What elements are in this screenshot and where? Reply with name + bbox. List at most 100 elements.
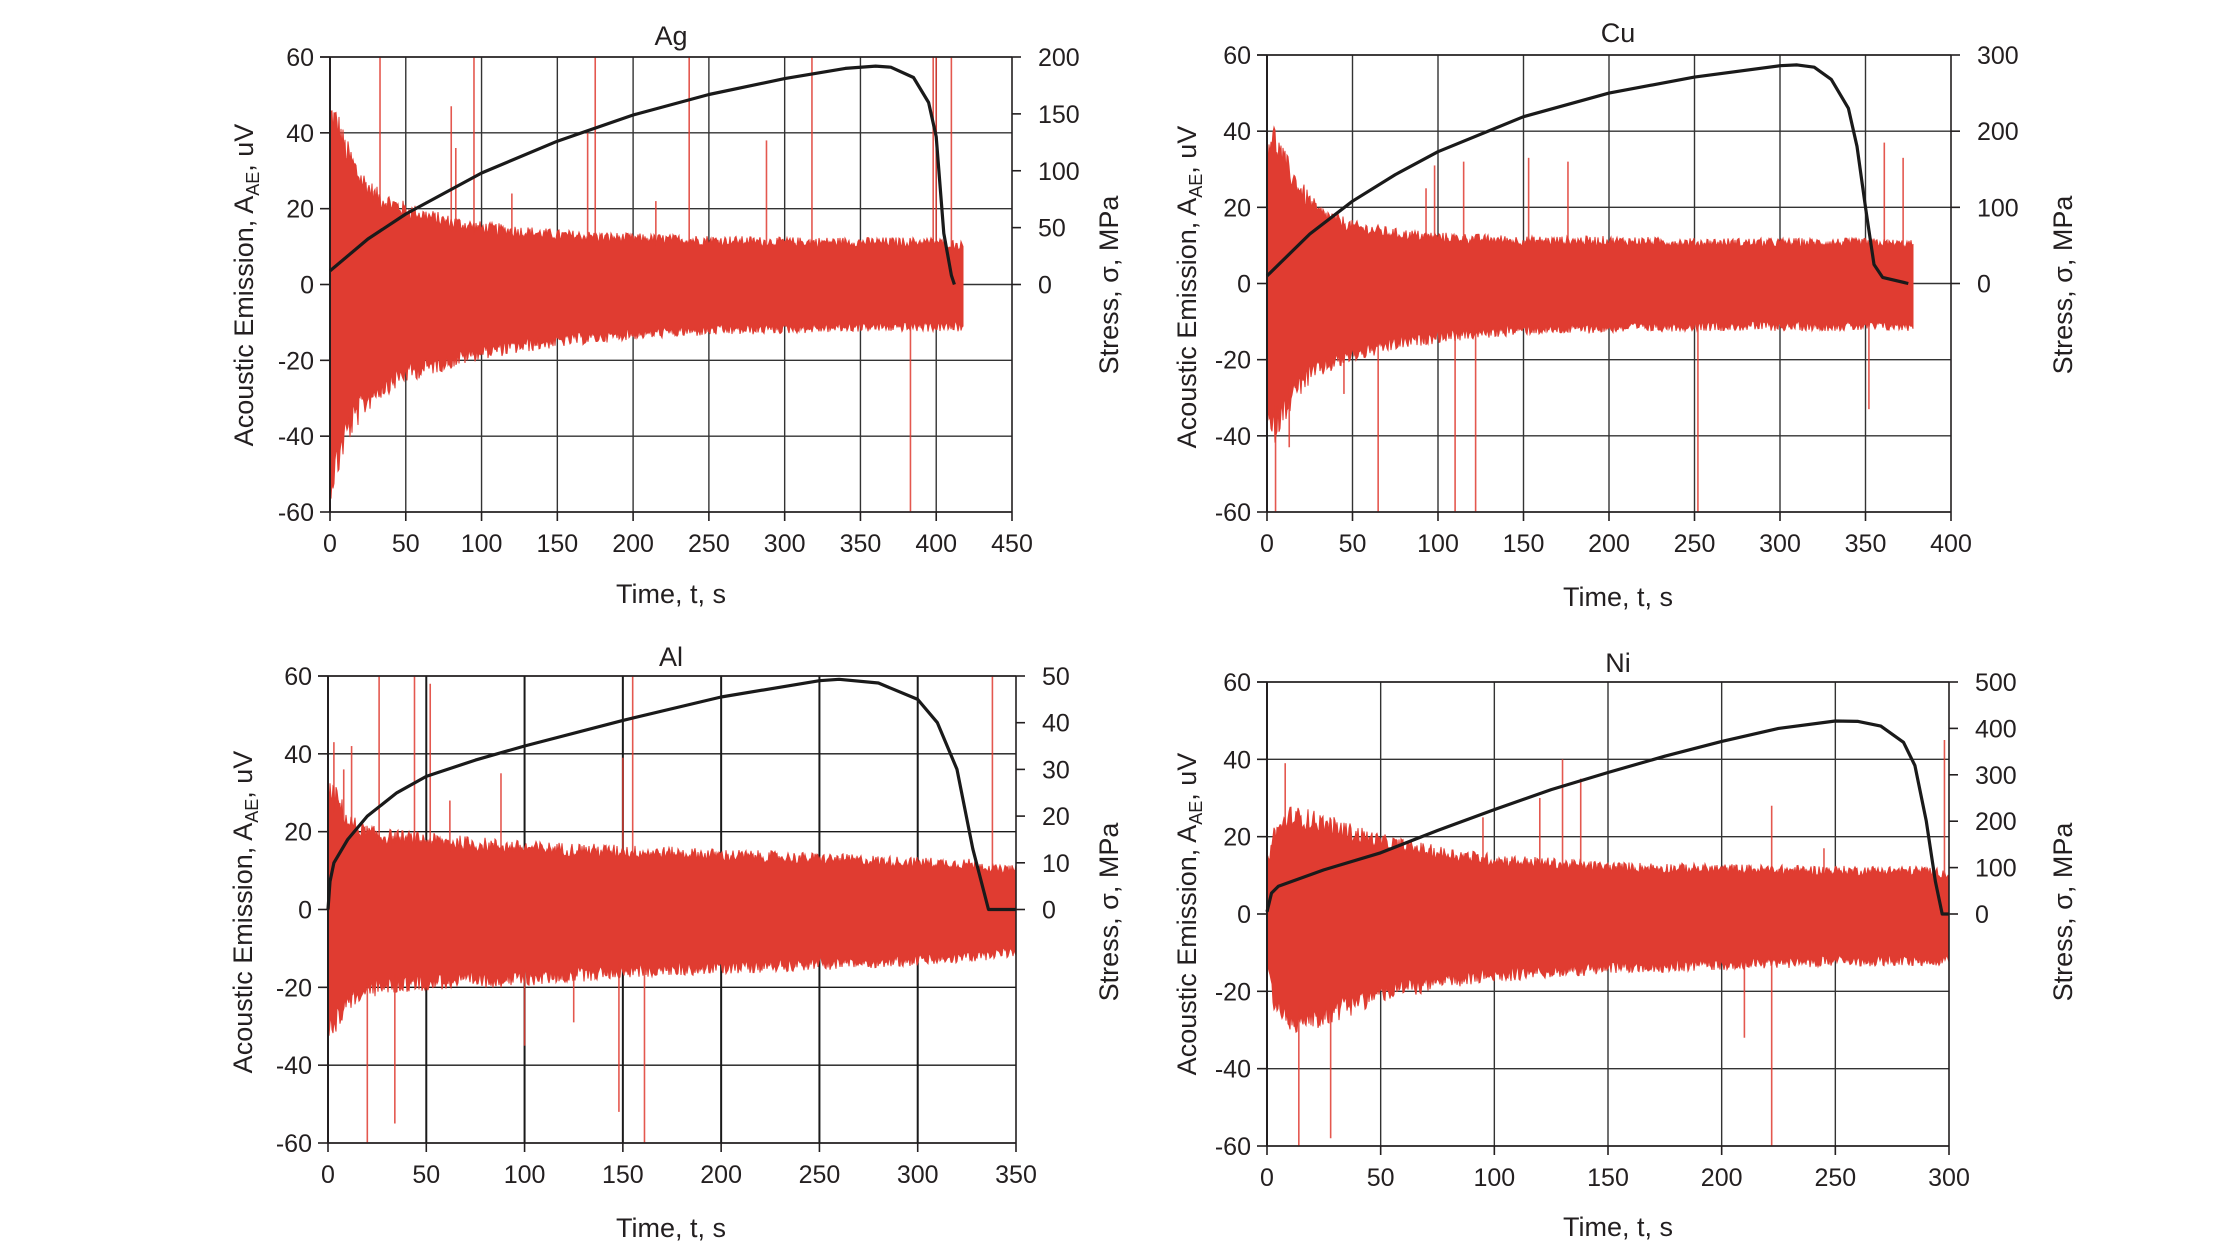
x-tick-label: 350 [995,1161,1037,1189]
y2-tick-label: 50 [1042,663,1070,691]
y-tick-label: 60 [1223,669,1251,697]
x-tick-label: 450 [991,530,1033,558]
y-tick-label: 0 [1237,901,1251,929]
y-tick-label: 60 [1223,42,1251,70]
x-tick-label: 0 [1260,1164,1274,1192]
plot-area: 0 50 100 150 200 250 3006040200-20-40-60500400… [1215,669,2017,1192]
ae-signal-band [1266,125,1914,443]
y-tick-label: -20 [276,974,312,1002]
y2-tick-label: 200 [1975,808,2017,836]
stress-curve [1265,63,1909,286]
panel-title: Ni [1605,648,1631,678]
y-axis-label-subscript: AE [243,172,263,196]
stress-curve [328,64,956,286]
panel-title: Al [659,642,683,672]
x-tick-label: 0 [323,530,337,558]
x-tick-label: 400 [1930,530,1972,558]
y2-tick-label: 50 [1038,215,1066,243]
y2-tick-label: 200 [1038,44,1080,72]
y2-tick-label: 10 [1042,850,1070,878]
x-tick-label: 50 [1339,530,1367,558]
y2-tick-label: 30 [1042,756,1070,784]
x-tick-label: 300 [1759,530,1801,558]
y-axis-label-subscript: AE [1186,174,1206,198]
y-axis-label-unit: , uV [229,124,259,172]
y-tick-label: -60 [1215,1133,1251,1161]
x-tick-label: 0 [321,1161,335,1189]
plot-area: 0 50 100 150 200 250 300 350 400 4506040200-20-40… [278,44,1080,558]
y-tick-label: -60 [1215,499,1251,527]
x-tick-label: 250 [1674,530,1716,558]
y-tick-label: -20 [1215,978,1251,1006]
ae-signal-band [329,108,964,499]
x-tick-label: 300 [764,530,806,558]
y2-tick-label: 300 [1975,762,2017,790]
plot-area: 0 50 100 150 200 250 300 350 4006040200-20-40-60… [1215,42,2019,558]
x-tick-label: 50 [1367,1164,1395,1192]
x-tick-label: 0 [1260,530,1274,558]
y2-tick-label: 100 [1038,158,1080,186]
x-tick-label: 150 [1587,1164,1629,1192]
y-tick-label: -60 [276,1130,312,1158]
y-axis-label: Acoustic Emission, AAE, uV [1172,753,1206,1076]
y-axis-label: Acoustic Emission, AAE, uV [229,124,263,447]
x-axis-label: Time, t, s [616,1213,726,1243]
y-axis-label-subscript: AE [242,799,262,823]
panel-ni: 0 50 100 150 200 250 3006040200-20-40-60500400… [1172,648,2078,1242]
panel-title: Cu [1601,18,1636,48]
plot-area: 0 50 100 150 200 250 300 3506040200-20-40-60504… [276,663,1070,1189]
x-tick-label: 100 [461,530,503,558]
x-tick-label: 50 [412,1161,440,1189]
y-axis-label-unit: , uV [1172,126,1202,174]
y2-tick-label: 500 [1975,669,2017,697]
y-axis-label-main: Acoustic Emission, A [1172,825,1202,1076]
x-tick-label: 250 [799,1161,841,1189]
y2-tick-label: 0 [1042,897,1056,925]
x-tick-label: 150 [536,530,578,558]
y-tick-label: 20 [1223,824,1251,852]
panel-title: Ag [654,21,687,51]
x-tick-label: 200 [1588,530,1630,558]
y-tick-label: 0 [300,272,314,300]
y2-axis-label: Stress, σ, MPa [2048,822,2078,1002]
y-tick-label: -40 [1215,423,1251,451]
x-axis-label: Time, t, s [1563,582,1673,612]
y2-axis-label: Stress, σ, MPa [1094,822,1124,1002]
y2-axis-label: Stress, σ, MPa [1094,195,1124,375]
y-tick-label: 60 [284,663,312,691]
y-tick-label: -40 [1215,1056,1251,1084]
x-axis-label: Time, t, s [1563,1212,1673,1242]
y-axis-label-unit: , uV [228,751,258,799]
panel-ag: 0 50 100 150 200 250 300 350 400 4506040200-20-40… [229,21,1124,609]
ae-signal-band [327,776,1017,1036]
y-tick-label: 40 [286,120,314,148]
x-tick-label: 150 [602,1161,644,1189]
x-tick-label: 300 [1928,1164,1970,1192]
y-tick-label: -40 [276,1052,312,1080]
y-tick-label: -60 [278,499,314,527]
x-tick-label: 400 [915,530,957,558]
y-axis-label: Acoustic Emission, AAE, uV [228,751,262,1074]
y-tick-label: -20 [1215,347,1251,375]
y2-tick-label: 150 [1038,101,1080,129]
y-tick-label: 20 [284,819,312,847]
y-tick-label: 20 [1223,194,1251,222]
x-tick-label: 50 [392,530,420,558]
panel-al: 0 50 100 150 200 250 300 3506040200-20-40-60504… [228,642,1124,1243]
y-tick-label: 0 [1237,271,1251,299]
y2-tick-label: 300 [1977,42,2019,70]
x-tick-label: 150 [1503,530,1545,558]
y-tick-label: 40 [284,741,312,769]
y2-tick-label: 20 [1042,803,1070,831]
panel-cu: 0 50 100 150 200 250 300 350 4006040200-20-40-60… [1172,18,2078,612]
y-axis-label-main: Acoustic Emission, A [1172,198,1202,449]
x-tick-label: 100 [1417,530,1459,558]
y-tick-label: -20 [278,347,314,375]
x-tick-label: 100 [1473,1164,1515,1192]
y-tick-label: 20 [286,196,314,224]
y-axis-label-main: Acoustic Emission, A [229,196,259,447]
x-tick-label: 200 [612,530,654,558]
x-tick-label: 350 [1845,530,1887,558]
y2-tick-label: 0 [1977,271,1991,299]
y2-tick-label: 200 [1977,118,2019,146]
